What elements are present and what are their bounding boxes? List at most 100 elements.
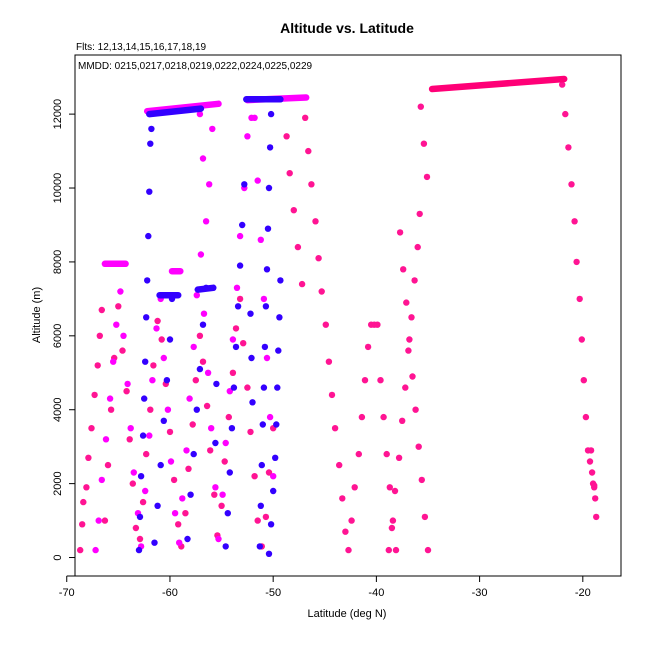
data-point	[164, 406, 172, 413]
x-tick-label: -40	[368, 587, 384, 599]
data-point	[391, 487, 399, 495]
data-point	[578, 336, 585, 343]
data-point	[593, 513, 600, 521]
data-point	[179, 495, 186, 502]
data-point	[580, 377, 587, 384]
data-point	[166, 336, 174, 343]
data-point	[392, 546, 400, 554]
data-point	[101, 517, 109, 524]
data-point	[232, 343, 240, 351]
data-point	[124, 380, 131, 388]
data-point	[183, 447, 190, 454]
data-point	[308, 181, 315, 188]
data-point	[199, 321, 207, 328]
data-point	[113, 321, 120, 328]
data-point	[254, 177, 261, 184]
data-point	[120, 332, 127, 339]
data-point	[263, 266, 271, 273]
data-point	[190, 343, 197, 351]
data-point	[185, 465, 192, 472]
data-point	[559, 81, 566, 88]
data-point	[98, 306, 106, 314]
data-point	[248, 354, 255, 362]
data-point	[396, 229, 404, 236]
y-tick-label: 6000	[52, 324, 64, 348]
data-point	[229, 336, 237, 343]
data-point	[247, 428, 254, 436]
data-point	[203, 402, 211, 410]
data-point	[154, 317, 161, 325]
data-point	[417, 103, 424, 110]
y-tick-label: 4000	[52, 397, 64, 421]
data-point	[586, 458, 594, 465]
data-point	[265, 469, 273, 476]
data-point	[565, 144, 572, 151]
data-point	[240, 340, 247, 347]
data-point	[175, 521, 182, 528]
data-point	[137, 473, 145, 480]
data-point	[244, 384, 251, 391]
data-point	[141, 395, 148, 402]
data-point	[562, 110, 569, 118]
data-point	[405, 347, 412, 354]
data-point	[211, 491, 218, 498]
data-point	[587, 447, 595, 454]
data-point	[142, 358, 149, 365]
data-point	[199, 155, 207, 162]
data-point	[226, 388, 233, 395]
data-point	[193, 292, 200, 299]
data-point	[127, 425, 134, 432]
data-point	[80, 498, 87, 506]
data-point	[263, 354, 271, 362]
data-point	[260, 295, 268, 303]
data-point	[149, 377, 156, 384]
data-point	[588, 469, 596, 476]
data-point	[423, 173, 431, 181]
data-point	[107, 406, 115, 413]
data-point	[184, 535, 191, 543]
data-point	[388, 524, 396, 532]
data-point	[342, 528, 349, 535]
x-tick-label: -60	[162, 587, 178, 599]
data-point	[389, 517, 397, 524]
data-point	[274, 384, 281, 391]
data-point	[591, 482, 598, 489]
data-point	[98, 476, 106, 484]
x-axis: -70 -60 -50 -40 -30 -20	[59, 575, 591, 599]
data-point	[262, 303, 270, 310]
data-point	[196, 332, 204, 339]
data-point	[110, 358, 117, 365]
data-point	[213, 380, 220, 388]
data-point	[312, 218, 319, 225]
data-point	[95, 517, 102, 524]
data-point	[416, 210, 423, 218]
data-point	[187, 491, 194, 498]
data-point	[142, 487, 149, 495]
data-track	[428, 75, 568, 93]
data-point	[259, 421, 266, 428]
data-point	[83, 484, 90, 491]
y-tick-label: 12000	[52, 99, 64, 130]
data-point	[92, 546, 99, 554]
data-point	[190, 450, 197, 458]
data-point	[148, 125, 155, 133]
data-point	[264, 225, 272, 232]
data-point	[266, 413, 274, 421]
data-point	[270, 487, 277, 495]
data-point	[414, 243, 421, 251]
data-point	[207, 447, 214, 454]
data-point	[147, 406, 154, 413]
data-point	[222, 543, 229, 550]
data-point	[143, 314, 150, 321]
data-point	[244, 133, 251, 140]
y-tick-label: 0	[52, 554, 64, 560]
data-track	[194, 284, 217, 293]
data-point	[576, 295, 583, 303]
data-point	[224, 510, 231, 517]
data-point	[232, 325, 240, 332]
data-point	[260, 384, 268, 391]
data-point	[166, 428, 174, 436]
data-point	[336, 461, 343, 469]
data-point	[571, 218, 578, 225]
data-point	[294, 243, 302, 251]
